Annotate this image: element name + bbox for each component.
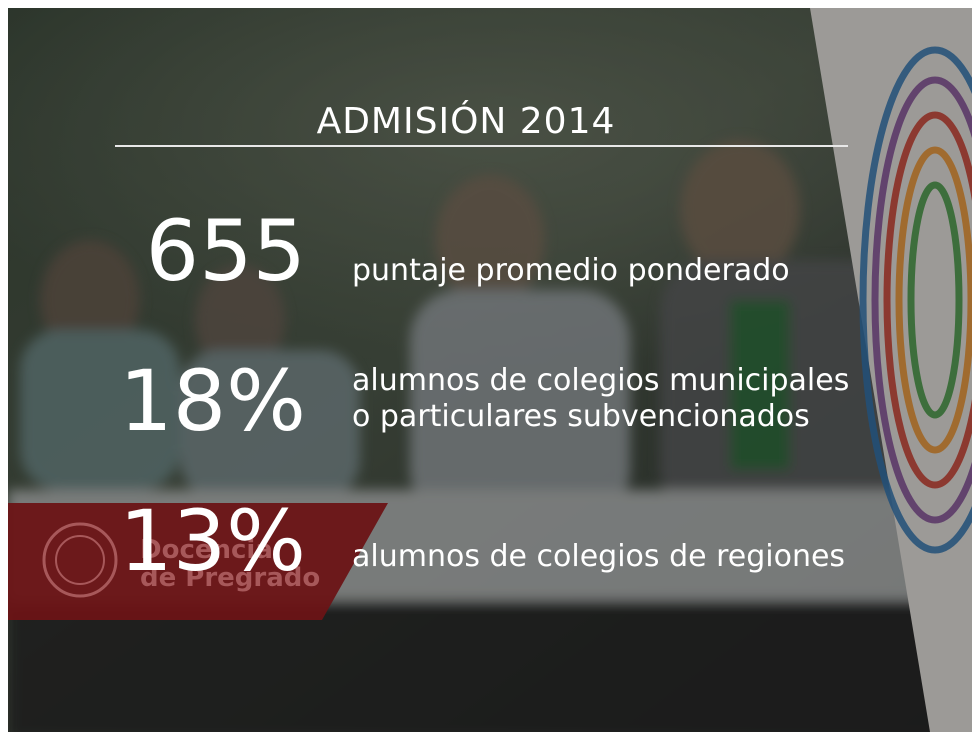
title: ADMISIÓN 2014 xyxy=(317,100,616,142)
logo-text: Docencia xyxy=(140,535,273,565)
logo-seal xyxy=(42,522,118,598)
stat-figure: 655 xyxy=(146,202,306,300)
stat-label: puntaje promedio ponderado xyxy=(352,253,790,288)
logo-text: de Pregrado xyxy=(140,563,320,593)
logo-seal-inner xyxy=(55,535,105,585)
stat-label: o particulares subvencionados xyxy=(352,399,810,434)
stat-figure: 13% xyxy=(119,492,306,590)
stat-figure: 18% xyxy=(119,352,306,450)
stat-label: alumnos de colegios de regiones xyxy=(352,539,845,574)
stats: 655 puntaje promedio ponderado 18% alumnos … xyxy=(119,202,849,590)
stat-label: alumnos de colegios municipales xyxy=(352,363,849,398)
